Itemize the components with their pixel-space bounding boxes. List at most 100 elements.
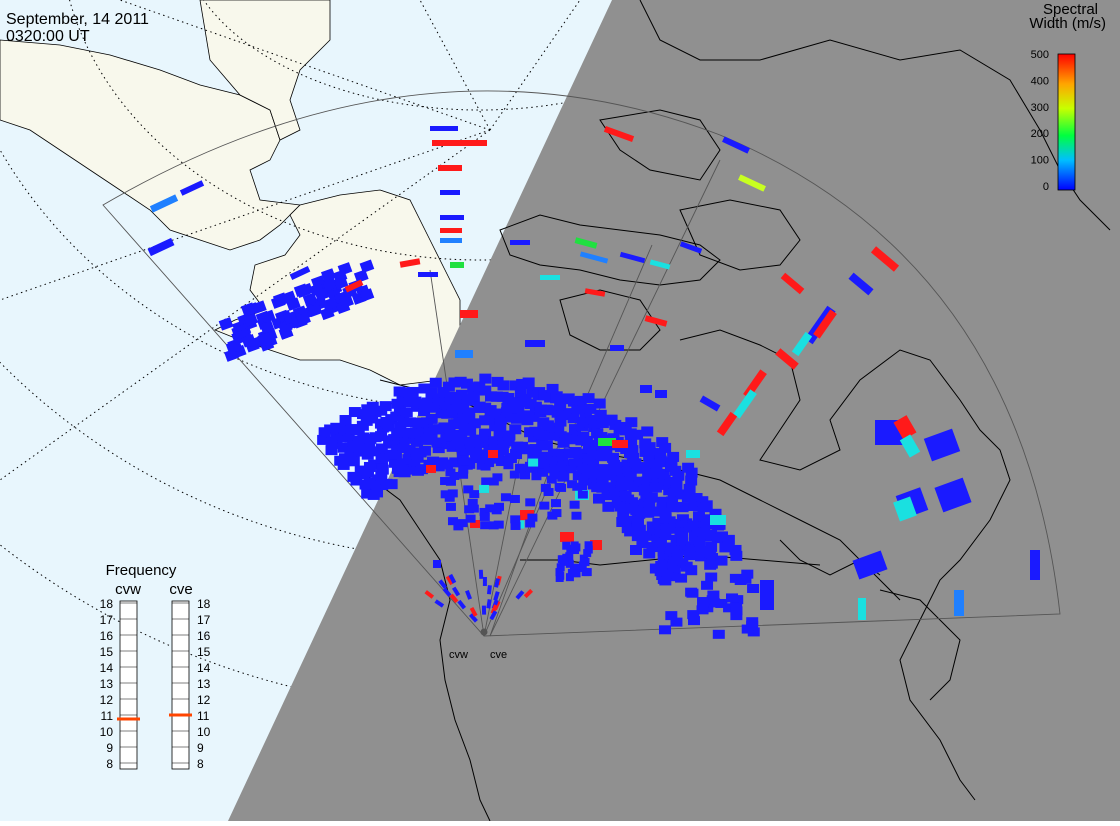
echo-cell <box>671 549 684 560</box>
freq-tick-label-left: 11 <box>101 709 114 723</box>
echo-cell <box>687 610 700 620</box>
echo-cell <box>555 568 564 577</box>
echo-cell <box>486 585 492 595</box>
echo-cell <box>489 408 502 419</box>
echo-cell <box>934 477 972 513</box>
echo-cell <box>449 457 462 468</box>
echo-cell <box>546 475 557 484</box>
echo-cell <box>667 451 680 462</box>
echo-cell <box>314 287 330 302</box>
echo-cell <box>616 473 629 484</box>
echo-cell <box>361 449 374 460</box>
echo-cell <box>685 565 698 576</box>
echo-cell <box>692 511 705 522</box>
echo-cell <box>636 538 649 549</box>
echo-cell <box>643 548 656 559</box>
echo-cell <box>574 457 587 468</box>
echo-cell <box>320 268 336 282</box>
echo-cell <box>440 490 451 499</box>
echo-cell <box>525 519 536 528</box>
echo-cell <box>699 395 721 412</box>
echo-cell <box>480 521 491 530</box>
echo-cell <box>409 396 422 407</box>
echo-cell <box>531 472 542 481</box>
colorbar-ticks: 500 400 300 200 100 0 <box>1031 49 1049 193</box>
echo-cell <box>696 605 709 615</box>
echo-cell <box>600 444 613 455</box>
echo-cell <box>569 458 580 467</box>
echo-cell <box>704 560 717 570</box>
echo-cell <box>695 551 708 562</box>
echo-cell <box>509 470 520 479</box>
echo-scatter <box>147 126 1040 639</box>
echo-cell <box>723 603 736 613</box>
echo-cell <box>574 237 598 249</box>
echo-cell <box>676 531 689 542</box>
echo-cell <box>510 449 523 460</box>
echo-cell <box>361 488 374 499</box>
echo-cell <box>567 480 578 489</box>
echo-cell <box>488 436 501 447</box>
echo-cell <box>602 501 615 512</box>
echo-cell <box>852 550 888 580</box>
echo-cell <box>537 468 548 477</box>
freq-column-cve <box>171 600 190 770</box>
echo-cell <box>509 380 522 391</box>
echo-cell <box>434 599 445 608</box>
freq-grid: 18 18 17 17 16 16 15 15 14 14 13 13 12 12 11 11 10 10 9 9 8 8 <box>100 597 211 771</box>
echo-cell <box>746 617 759 627</box>
echo-cell <box>557 437 570 448</box>
echo-cell <box>332 269 348 283</box>
freq-tick-label-right: 15 <box>197 645 211 659</box>
echo-cell <box>556 394 569 405</box>
echo-cell <box>464 505 475 514</box>
echo-cell <box>593 398 606 409</box>
echo-cell <box>554 416 567 427</box>
echo-cell <box>516 378 529 389</box>
freq-radar-label-cve: cve <box>169 581 192 598</box>
echo-cell <box>681 491 694 502</box>
echo-cell <box>338 423 351 434</box>
echo-cell <box>601 483 614 494</box>
echo-cell <box>705 572 718 582</box>
echo-cell <box>440 228 462 233</box>
echo-cell <box>657 551 670 562</box>
echo-cell <box>494 414 507 425</box>
echo-cell <box>699 514 712 525</box>
echo-cell <box>462 407 475 418</box>
echo-cell <box>633 524 646 535</box>
freq-tick-label-right: 10 <box>197 725 211 739</box>
echo-cell <box>425 413 438 424</box>
echo-cell <box>722 541 735 552</box>
echo-cell <box>259 320 275 335</box>
echo-cell <box>581 557 590 566</box>
echo-cell <box>571 511 582 520</box>
echo-cell <box>566 544 575 553</box>
echo-cell <box>470 520 480 528</box>
echo-cell <box>693 540 706 551</box>
echo-cell <box>564 434 577 445</box>
echo-cell <box>385 479 398 490</box>
echo-cell <box>641 426 654 437</box>
freq-tick-label-left: 14 <box>100 661 114 675</box>
echo-cell <box>569 500 580 509</box>
echo-cell <box>642 507 655 518</box>
echo-cell <box>354 465 367 476</box>
echo-cell <box>709 508 722 519</box>
echo-cell <box>893 415 917 440</box>
echo-cell <box>503 430 516 441</box>
echo-cell <box>444 391 457 402</box>
header-time: 0320:00 UT <box>6 28 90 45</box>
echo-cell <box>715 598 728 608</box>
echo-cell <box>685 475 698 486</box>
echo-cell <box>469 606 478 617</box>
echo-cell <box>440 190 460 195</box>
echo-cell <box>612 440 628 448</box>
echo-cell <box>539 501 550 510</box>
echo-cell <box>361 467 374 478</box>
echo-cell <box>654 537 667 548</box>
echo-cell <box>551 509 562 518</box>
echo-cell <box>406 386 419 397</box>
echo-cell <box>397 442 410 453</box>
echo-cell <box>570 541 579 550</box>
